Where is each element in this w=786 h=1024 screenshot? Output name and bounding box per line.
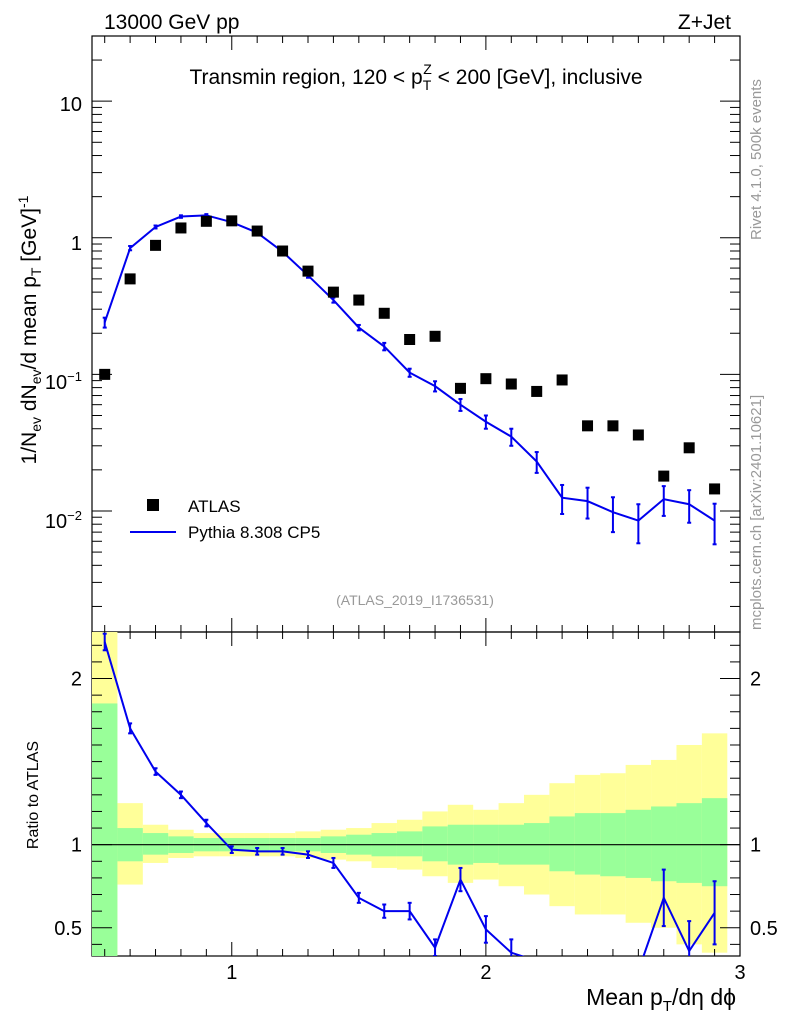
x-axis-label: Mean pT/dη dϕ: [586, 984, 736, 1015]
y-tick-label-0.01: 10−2: [45, 508, 82, 533]
chart-title: Transmin region, 120 < pTZ < 200 [GeV], …: [189, 61, 642, 93]
atlas-point: [226, 215, 238, 227]
side-text-mcplots: mcplots.cern.ch [arXiv:2401.10621]: [748, 395, 765, 630]
ratio-y-tick-label-right: 2: [750, 669, 761, 691]
legend: ATLAS Pythia 8.308 CP5: [130, 497, 320, 542]
atlas-point: [454, 382, 466, 394]
main-panel-frame: [91, 35, 741, 633]
ratio-y-tick-label-right: 0.5: [750, 918, 778, 940]
atlas-point: [251, 225, 263, 237]
band-inner-bin: [524, 823, 550, 865]
band-inner-bin: [574, 813, 601, 875]
header-right: Z+Jet: [678, 11, 731, 34]
atlas-point: [429, 330, 441, 342]
main-y-axis-label: 1/Nev dNev/d mean pT [GeV]-1: [15, 195, 44, 464]
legend-pythia-label: Pythia 8.308 CP5: [188, 523, 320, 542]
atlas-point: [150, 239, 162, 251]
atlas-point: [302, 265, 314, 277]
side-text-rivet: Rivet 4.1.0, 500k events: [748, 79, 765, 240]
atlas-point: [200, 215, 212, 227]
atlas-point: [277, 245, 289, 257]
ratio-y-tick-label: 1: [71, 835, 82, 857]
header-left: 13000 GeV pp: [104, 11, 239, 34]
atlas-point: [175, 222, 187, 234]
band-inner-bin: [142, 833, 169, 855]
atlas-point: [327, 286, 339, 298]
main-panel-series: [99, 213, 721, 546]
band-inner-bin: [422, 826, 448, 862]
band-inner-bin: [473, 824, 499, 863]
ratio-y-tick-label: 0.5: [54, 918, 82, 940]
y-tick-label-1: 1: [71, 233, 82, 255]
ratio-panel-series: [102, 632, 717, 956]
atlas-point: [480, 373, 492, 385]
atlas-point: [353, 294, 365, 306]
band-inner-bin: [396, 831, 423, 857]
atlas-point: [556, 374, 568, 386]
x-tick-label: 1: [226, 962, 237, 984]
x-tick-label: 3: [734, 962, 745, 984]
atlas-point: [378, 307, 390, 319]
y-tick-label-0.1: 10−1: [45, 369, 82, 394]
atlas-point: [404, 333, 416, 345]
band-inner-bin: [92, 703, 118, 956]
legend-atlas-marker: [147, 499, 159, 511]
ratio-series-group: [102, 632, 717, 956]
band-inner-bin: [549, 816, 575, 872]
y-tick-label-10: 10: [60, 94, 82, 116]
atlas-point: [683, 442, 695, 454]
atlas-point: [709, 483, 721, 495]
atlas-point: [658, 470, 670, 482]
band-inner-bin: [625, 809, 652, 878]
atlas-point: [582, 420, 594, 432]
atlas-point: [505, 378, 517, 390]
ratio-y-tick-label-right: 1: [750, 835, 761, 857]
x-tick-label: 2: [480, 962, 491, 984]
atlas-point: [124, 273, 136, 285]
atlas-point: [632, 429, 644, 441]
atlas-point: [99, 368, 111, 380]
atlas-point: [531, 385, 543, 397]
analysis-id: (ATLAS_2019_I1736531): [336, 592, 494, 608]
legend-atlas-label: ATLAS: [188, 497, 241, 516]
atlas-point: [607, 420, 619, 432]
ratio-y-tick-label: 2: [71, 669, 82, 691]
band-inner-bin: [676, 803, 702, 883]
band-inner-bin: [701, 798, 728, 887]
ratio-y-axis-label: Ratio to ATLAS: [25, 741, 42, 849]
